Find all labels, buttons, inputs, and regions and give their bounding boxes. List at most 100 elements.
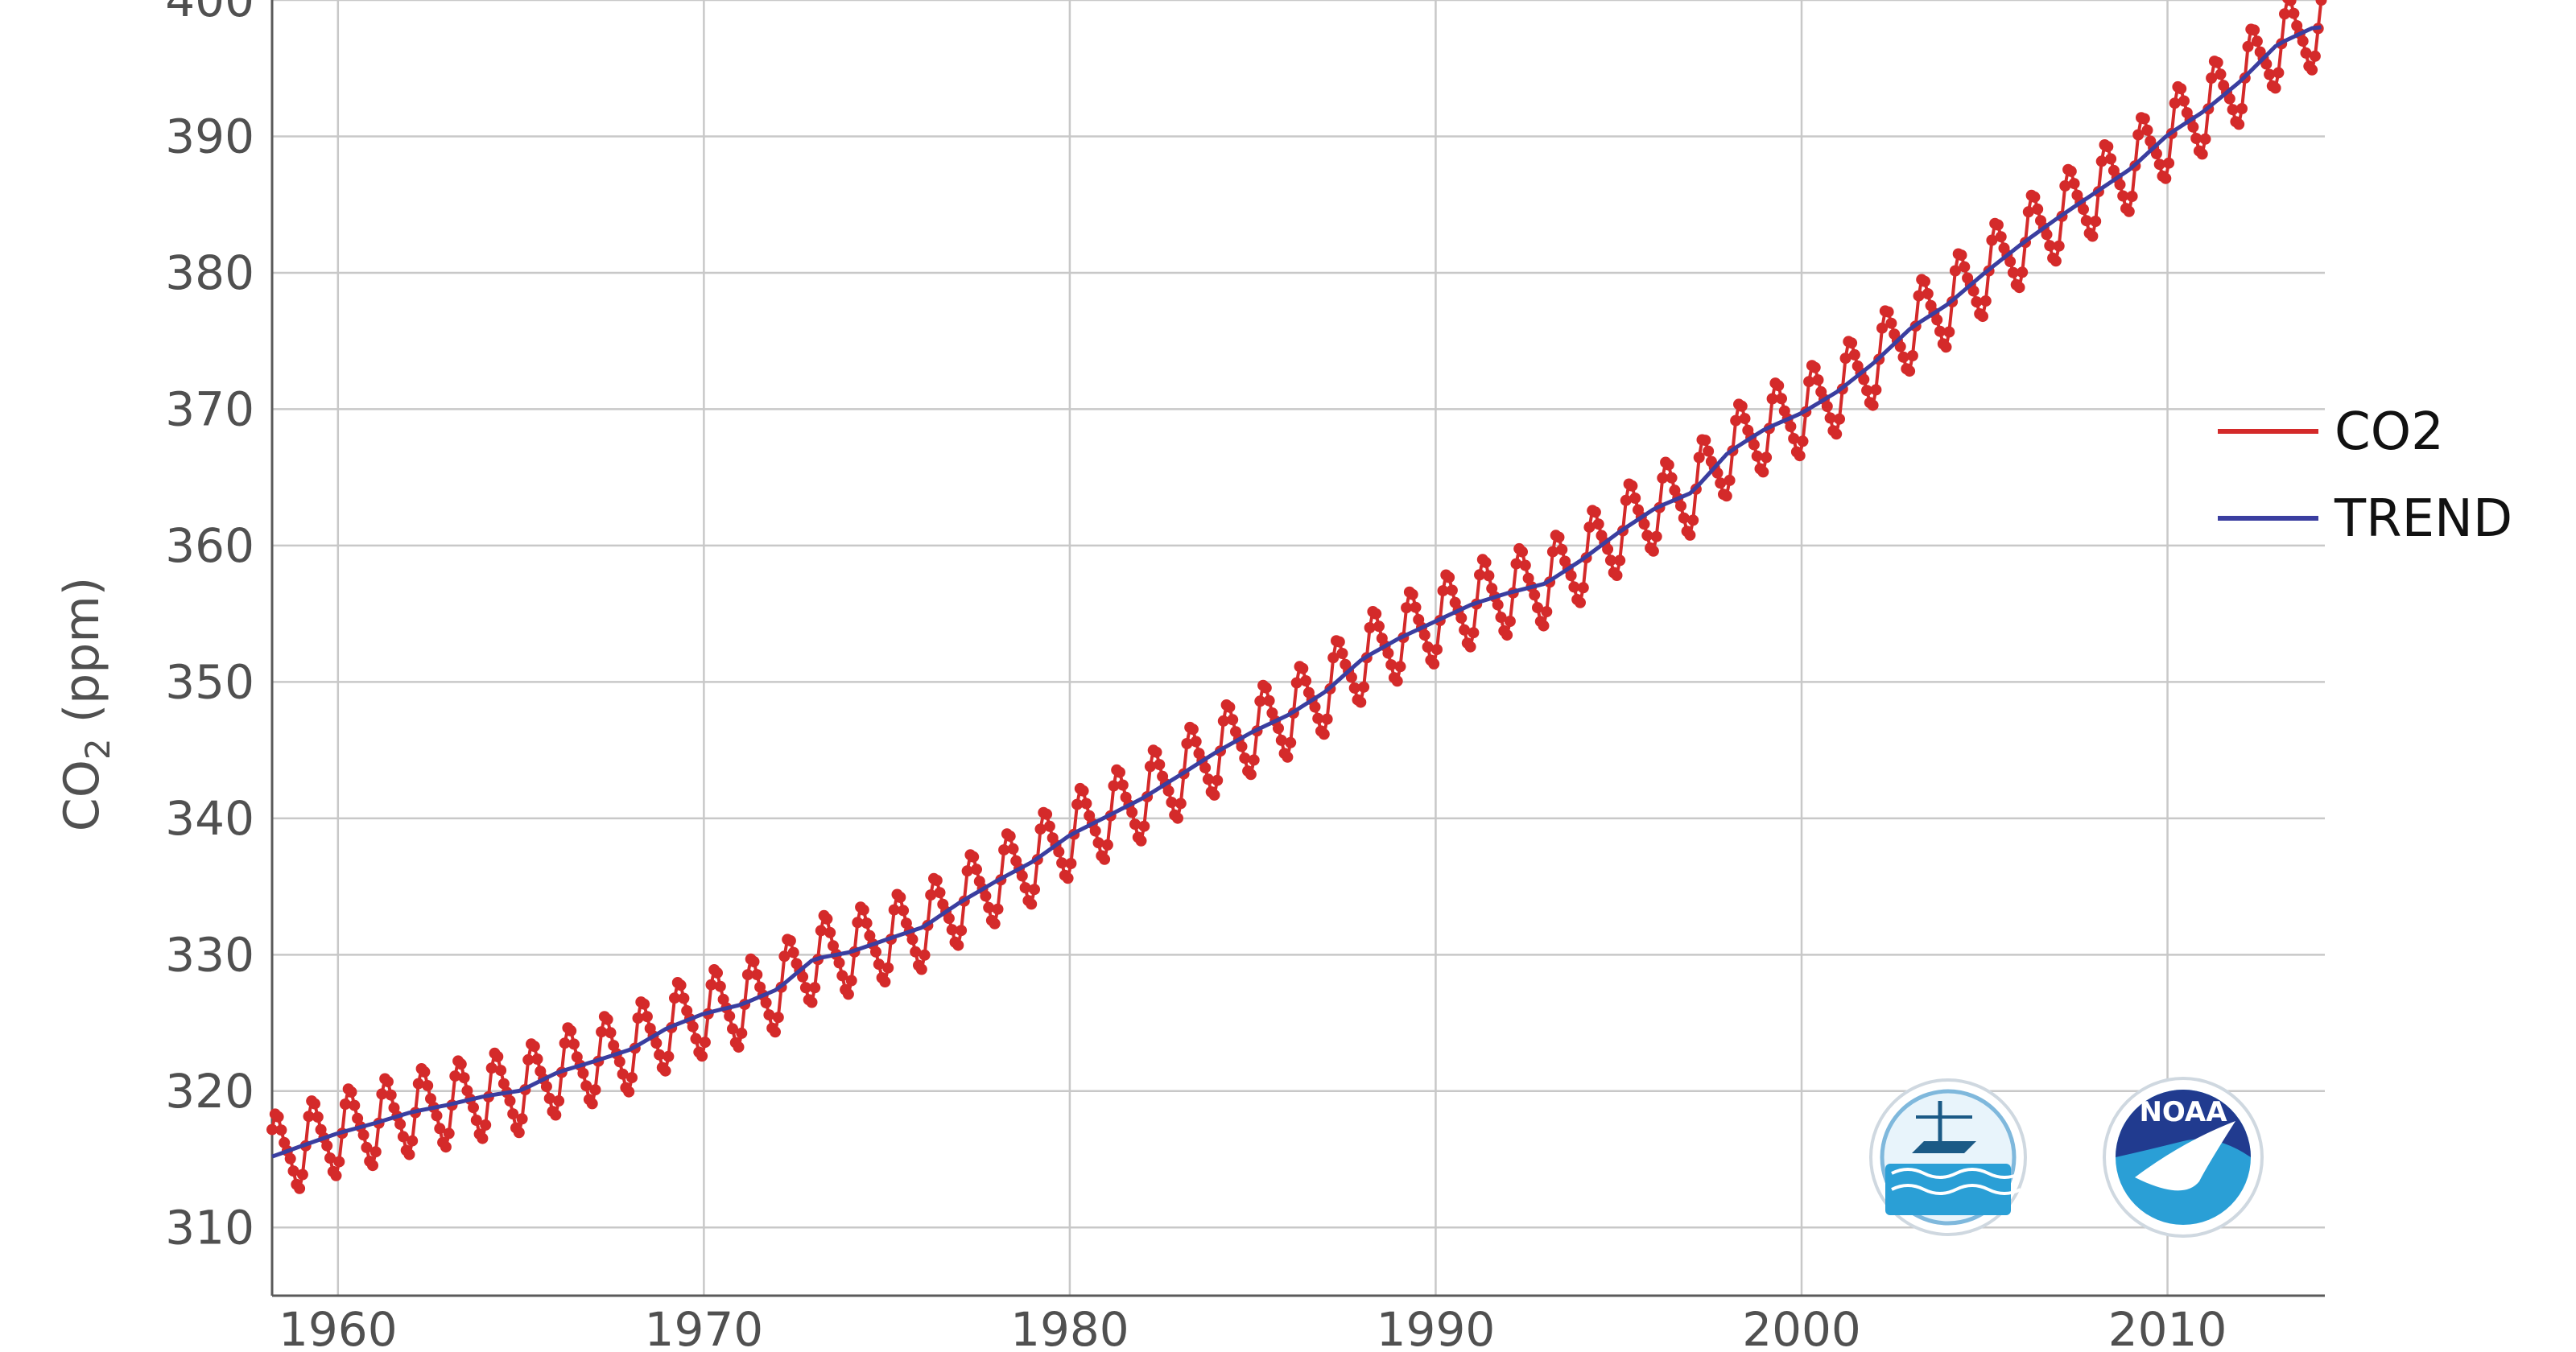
co2-point — [1181, 738, 1193, 749]
co2-point — [1248, 754, 1260, 766]
co2-point — [2102, 141, 2114, 153]
co2-point — [919, 949, 931, 961]
co2-point — [724, 1010, 736, 1022]
co2-point — [333, 1156, 345, 1168]
co2-point — [2126, 191, 2138, 202]
co2-point — [1174, 798, 1187, 810]
co2-point — [1846, 337, 1858, 349]
co2-point — [992, 903, 1004, 915]
co2-point — [431, 1110, 443, 1122]
co2-point — [2022, 206, 2034, 218]
co2-point — [1300, 675, 1312, 686]
co2-point — [632, 1012, 644, 1024]
co2-point — [778, 950, 791, 962]
co2-point — [543, 1092, 555, 1104]
co2-point — [770, 1026, 781, 1038]
co2-point — [601, 1013, 613, 1025]
co2-point — [2242, 40, 2254, 52]
co2-point — [1894, 340, 1906, 352]
co2-point — [751, 969, 763, 981]
co2-point — [946, 924, 958, 936]
co2-point — [1208, 789, 1220, 801]
co2-point — [1662, 459, 1674, 471]
co2-point — [2117, 190, 2129, 202]
co2-point — [480, 1119, 492, 1131]
co2-point — [321, 1140, 333, 1152]
co2-point — [540, 1081, 552, 1093]
co2-point — [275, 1124, 287, 1136]
co2-point — [699, 1037, 711, 1049]
co2-point — [369, 1146, 382, 1158]
co2-point — [1443, 571, 1455, 583]
co2-point — [1029, 884, 1040, 896]
co2-point — [989, 917, 1001, 930]
co2-point — [617, 1068, 629, 1080]
co2-point — [1979, 295, 1992, 307]
co2-point — [1812, 374, 1824, 386]
co2-point — [419, 1066, 431, 1078]
co2-point — [1824, 412, 1836, 424]
co2-point — [1041, 808, 1053, 820]
co2-point — [2050, 255, 2062, 267]
co2-point — [1053, 846, 1065, 858]
co2-point — [623, 1086, 635, 1098]
co2-point — [696, 1050, 708, 1062]
co2-point — [2068, 178, 2080, 190]
co2-point — [1077, 785, 1089, 797]
co2-point — [1773, 380, 1785, 392]
co2-point — [821, 913, 833, 925]
co2-point — [1955, 249, 1967, 262]
co2-point — [2211, 56, 2223, 68]
x-tick-label: 2010 — [2108, 1302, 2227, 1352]
co2-point — [641, 1011, 653, 1023]
co2-point — [1678, 512, 1690, 524]
co2-point — [2196, 148, 2208, 160]
co2-point — [1575, 596, 1586, 608]
co2-point — [772, 1012, 784, 1024]
co2-point — [2132, 129, 2145, 141]
co2-point — [626, 1072, 638, 1084]
co2-point — [1967, 285, 1979, 297]
co2-point — [741, 969, 753, 981]
co2-point — [1263, 695, 1275, 707]
co2-point — [857, 904, 869, 916]
co2-point — [1724, 474, 1736, 486]
co2-point — [2123, 205, 2135, 217]
co2-point — [961, 865, 973, 877]
co2-point — [397, 1131, 409, 1143]
co2-point — [2297, 35, 2309, 47]
co2-point — [394, 1118, 407, 1130]
co2-point — [1236, 740, 1248, 752]
co2-point — [1172, 812, 1183, 824]
co2-point — [497, 1078, 510, 1090]
co2-point — [894, 892, 906, 903]
co2-point — [440, 1141, 452, 1153]
co2-point — [1834, 413, 1845, 425]
co2-point — [2065, 165, 2077, 177]
co2-point — [1327, 652, 1340, 664]
co2-point — [1309, 701, 1321, 713]
co2-point — [324, 1152, 336, 1164]
co2-point — [1150, 746, 1162, 758]
co2-point — [1611, 570, 1623, 581]
y-tick-label: 370 — [165, 381, 254, 436]
grid — [272, 0, 2325, 1296]
co2-point — [675, 979, 687, 991]
co2-point — [1004, 831, 1016, 843]
y-tick-label: 340 — [165, 791, 254, 846]
co2-point — [1519, 559, 1531, 571]
co2-point — [717, 993, 729, 1005]
co2-point — [596, 1026, 608, 1038]
co2-point — [1385, 659, 1397, 671]
co2-point — [663, 1050, 675, 1062]
co2-point — [1254, 695, 1266, 707]
co2-point — [1592, 518, 1604, 530]
co2-point — [1418, 629, 1430, 641]
y-axis-label: CO2 (ppm) — [54, 577, 118, 831]
co2-point — [1720, 490, 1732, 502]
co2-point — [266, 1123, 278, 1136]
co2-point — [2087, 230, 2099, 242]
co2-point — [998, 844, 1010, 856]
co2-point — [1684, 529, 1696, 541]
co2-point — [2285, 0, 2297, 6]
